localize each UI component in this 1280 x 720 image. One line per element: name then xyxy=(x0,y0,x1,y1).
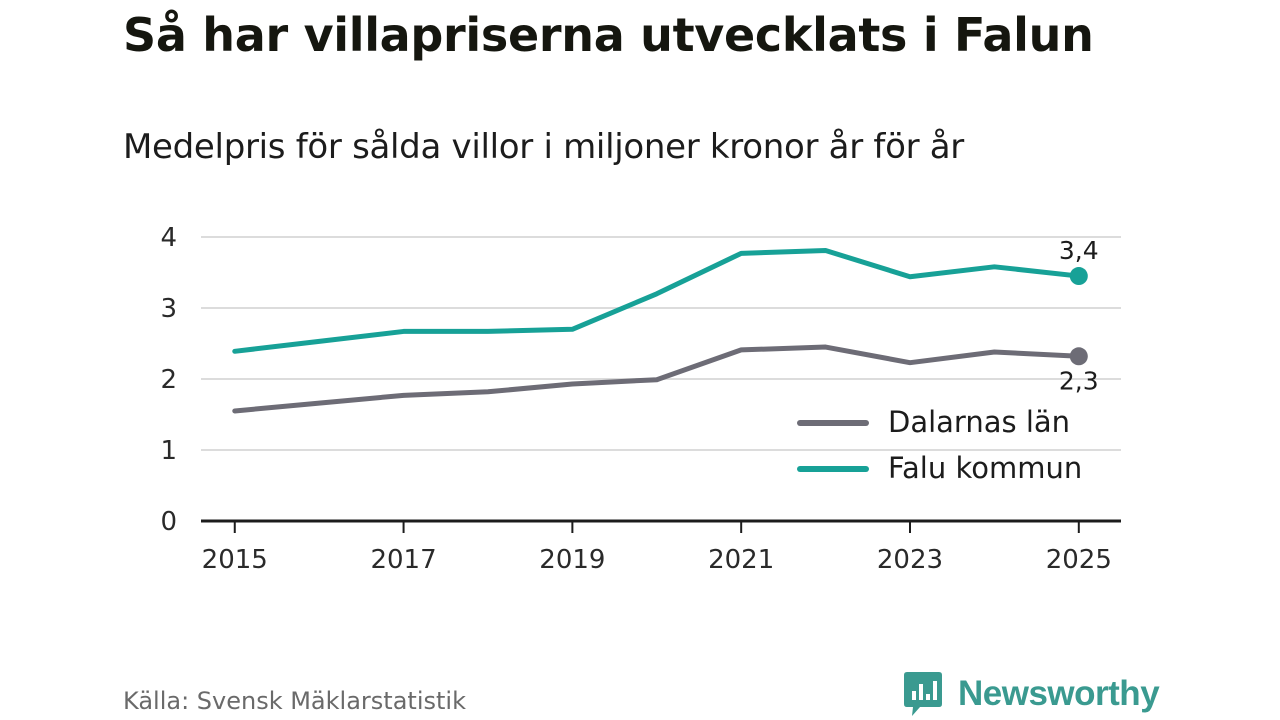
y-tick-labels: 0 1 2 3 4 xyxy=(160,223,177,537)
newsworthy-logo: Newsworthy xyxy=(902,670,1160,718)
x-tick-label: 2021 xyxy=(708,545,774,575)
end-labels: 2,3 3,4 xyxy=(1059,236,1099,395)
series-lines xyxy=(232,247,1088,414)
x-axis-ticks xyxy=(233,521,1080,533)
series-line-falu-kommun xyxy=(232,247,1082,354)
x-tick-label: 2025 xyxy=(1046,545,1112,575)
grid-lines xyxy=(201,236,1121,451)
chart-title: Så har villapriserna utvecklats i Falun xyxy=(123,8,1094,62)
chart-subtitle: Medelpris för sålda villor i miljoner kr… xyxy=(123,127,964,167)
legend: Dalarnas län Falu kommun xyxy=(797,405,1082,485)
x-tick-label: 2017 xyxy=(370,545,436,575)
end-label-dalarnas-l-n: 2,3 xyxy=(1059,366,1099,395)
end-point-falu-kommun xyxy=(1069,267,1088,286)
source-note: Källa: Svensk Mäklarstatistik xyxy=(123,687,466,715)
x-tick-label: 2015 xyxy=(202,545,268,575)
y-tick-label: 2 xyxy=(160,365,177,395)
end-point-dalarnas-l-n xyxy=(1069,347,1088,366)
x-tick-label: 2019 xyxy=(539,545,605,575)
legend-label: Dalarnas län xyxy=(888,405,1070,439)
x-tick-label: 2023 xyxy=(877,545,943,575)
y-tick-label: 0 xyxy=(160,507,177,537)
x-tick-labels: 2015 2017 2019 2021 2023 2025 xyxy=(202,545,1112,575)
y-tick-label: 1 xyxy=(160,436,177,466)
legend-label: Falu kommun xyxy=(888,451,1082,485)
y-tick-label: 4 xyxy=(160,223,177,253)
y-tick-label: 3 xyxy=(160,294,177,324)
newsworthy-icon xyxy=(904,672,942,716)
end-label-falu-kommun: 3,4 xyxy=(1059,236,1099,265)
brand-name: Newsworthy xyxy=(958,674,1160,713)
series-line-dalarnas-l-n xyxy=(232,344,1082,414)
